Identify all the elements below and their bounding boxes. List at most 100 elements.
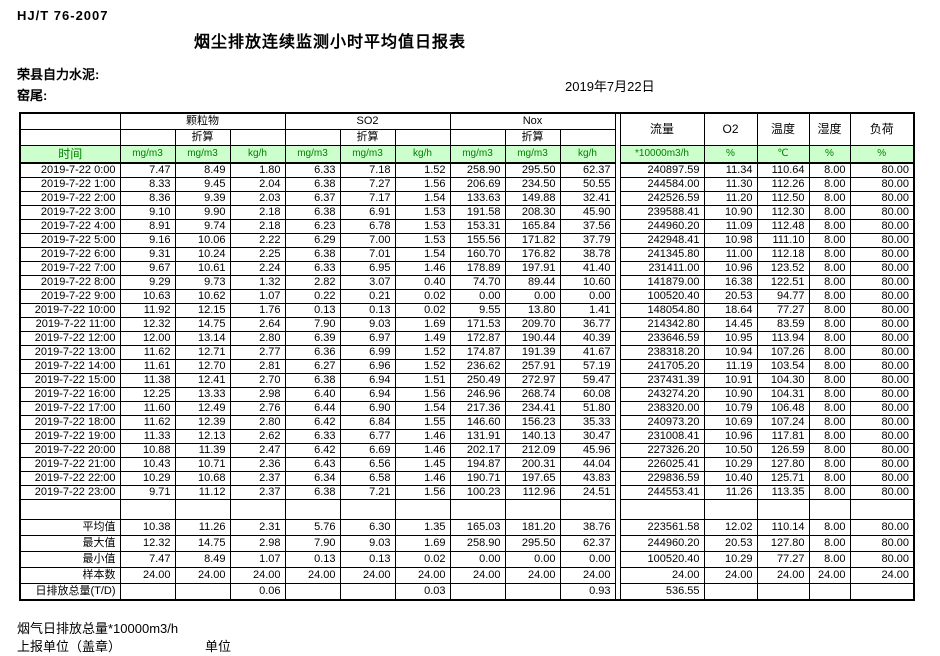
value-cell: 181.20 <box>504 519 561 536</box>
value-cell: 14.75 <box>174 317 231 332</box>
value-cell: 1.56 <box>394 485 451 500</box>
value-cell: 6.38 <box>284 247 341 262</box>
value-cell: 1.52 <box>394 359 451 374</box>
value-cell: 2.76 <box>229 401 286 416</box>
value-cell <box>504 499 561 520</box>
value-cell: 14.75 <box>174 535 231 552</box>
value-cell: 59.47 <box>559 373 616 388</box>
time-cell: 2019-7-22 16:00 <box>19 387 121 402</box>
value-cell: 8.00 <box>808 415 851 430</box>
value-cell: 35.33 <box>559 415 616 430</box>
time-cell: 2019-7-22 21:00 <box>19 457 121 472</box>
value-cell: 6.56 <box>339 457 396 472</box>
value-cell: 9.29 <box>119 275 176 290</box>
value-cell: 111.10 <box>756 233 810 248</box>
value-cell: 8.00 <box>808 471 851 486</box>
value-cell: 41.40 <box>559 261 616 276</box>
value-cell: 8.00 <box>808 261 851 276</box>
value-cell: 8.00 <box>808 535 851 552</box>
value-cell: 10.68 <box>174 471 231 486</box>
value-cell: 77.27 <box>756 551 810 568</box>
value-cell: 9.31 <box>119 247 176 262</box>
value-cell: 100520.40 <box>619 551 705 568</box>
value-cell: 100.23 <box>449 485 506 500</box>
value-cell: 10.60 <box>559 275 616 290</box>
value-cell: 6.44 <box>284 401 341 416</box>
value-cell: 7.18 <box>339 162 396 178</box>
table-row: 2019-7-22 1:00 8.33 9.45 2.04 6.38 7.27 1.56 20… <box>19 177 915 192</box>
value-cell: 80.00 <box>849 219 915 234</box>
value-cell <box>703 583 758 601</box>
value-cell: 141879.00 <box>619 275 705 290</box>
value-cell: 0.00 <box>504 551 561 568</box>
value-cell <box>449 583 506 601</box>
value-cell: 2.31 <box>229 519 286 536</box>
value-cell: 146.60 <box>449 415 506 430</box>
table-row: 2019-7-22 14:00 11.61 12.70 2.81 6.27 6.96 1.5… <box>19 359 915 374</box>
value-cell: 8.00 <box>808 162 851 178</box>
value-cell: 10.63 <box>119 289 176 304</box>
time-cell: 2019-7-22 3:00 <box>19 205 121 220</box>
unit-percent: % <box>703 145 758 164</box>
value-cell: 244960.20 <box>619 219 705 234</box>
standard-number: HJ/T 76-2007 <box>17 8 109 23</box>
value-cell: 16.38 <box>703 275 758 290</box>
table-row: 最大值 12.32 14.75 2.98 7.90 9.03 1.69 258.90 295.5… <box>19 535 915 552</box>
time-cell: 2019-7-22 19:00 <box>19 429 121 444</box>
value-cell: 24.00 <box>619 567 705 584</box>
value-cell: 8.00 <box>808 247 851 262</box>
value-cell: 6.69 <box>339 443 396 458</box>
value-cell: 140.13 <box>504 429 561 444</box>
unit-kg: kg/h <box>229 145 286 164</box>
value-cell: 6.42 <box>284 443 341 458</box>
value-cell: 7.47 <box>119 551 176 568</box>
value-cell: 94.77 <box>756 289 810 304</box>
value-cell <box>284 583 341 601</box>
table-row: 样本数 24.00 24.00 24.00 24.00 24.00 24.00 24.00 24… <box>19 567 915 584</box>
value-cell: 6.43 <box>284 457 341 472</box>
value-cell: 8.33 <box>119 177 176 192</box>
value-cell: 246.96 <box>449 387 506 402</box>
value-cell: 223561.58 <box>619 519 705 536</box>
value-cell: 104.31 <box>756 387 810 402</box>
value-cell: 24.00 <box>449 567 506 584</box>
value-cell: 1.46 <box>394 261 451 276</box>
value-cell <box>394 499 451 520</box>
value-cell: 227326.20 <box>619 443 705 458</box>
value-cell: 2.22 <box>229 233 286 248</box>
value-cell: 100520.40 <box>619 289 705 304</box>
value-cell: 24.00 <box>339 567 396 584</box>
blank-cell <box>394 129 451 146</box>
value-cell: 20.53 <box>703 289 758 304</box>
value-cell: 11.62 <box>119 345 176 360</box>
value-cell: 10.61 <box>174 261 231 276</box>
table-row: 最小值 7.47 8.49 1.07 0.13 0.13 0.02 0.00 0.00 0.00 1… <box>19 551 915 568</box>
value-cell: 8.00 <box>808 191 851 206</box>
value-cell: 0.13 <box>339 551 396 568</box>
value-cell: 107.26 <box>756 345 810 360</box>
value-cell: 165.84 <box>504 219 561 234</box>
table-row: 平均值 10.38 11.26 2.31 5.76 6.30 1.35 165.03 181.2… <box>19 519 915 536</box>
time-cell: 2019-7-22 10:00 <box>19 303 121 318</box>
value-cell: 41.67 <box>559 345 616 360</box>
value-cell: 6.23 <box>284 219 341 234</box>
table-row: 2019-7-22 13:00 11.62 12.71 2.77 6.36 6.99 1.5… <box>19 345 915 360</box>
value-cell: 11.20 <box>703 191 758 206</box>
value-cell: 8.00 <box>808 401 851 416</box>
value-cell: 80.00 <box>849 317 915 332</box>
time-cell: 2019-7-22 2:00 <box>19 191 121 206</box>
value-cell: 8.00 <box>808 303 851 318</box>
value-cell: 6.40 <box>284 387 341 402</box>
table-row: 2019-7-22 3:00 9.10 9.90 2.18 6.38 6.91 1.53 19… <box>19 205 915 220</box>
unit-mg: mg/m3 <box>449 145 506 164</box>
value-cell: 8.36 <box>119 191 176 206</box>
value-cell: 191.39 <box>504 345 561 360</box>
value-cell: 11.92 <box>119 303 176 318</box>
value-cell: 9.45 <box>174 177 231 192</box>
value-cell: 12.25 <box>119 387 176 402</box>
value-cell: 8.00 <box>808 457 851 472</box>
time-cell: 2019-7-22 14:00 <box>19 359 121 374</box>
value-cell: 10.79 <box>703 401 758 416</box>
value-cell: 80.00 <box>849 415 915 430</box>
value-cell: 8.00 <box>808 205 851 220</box>
